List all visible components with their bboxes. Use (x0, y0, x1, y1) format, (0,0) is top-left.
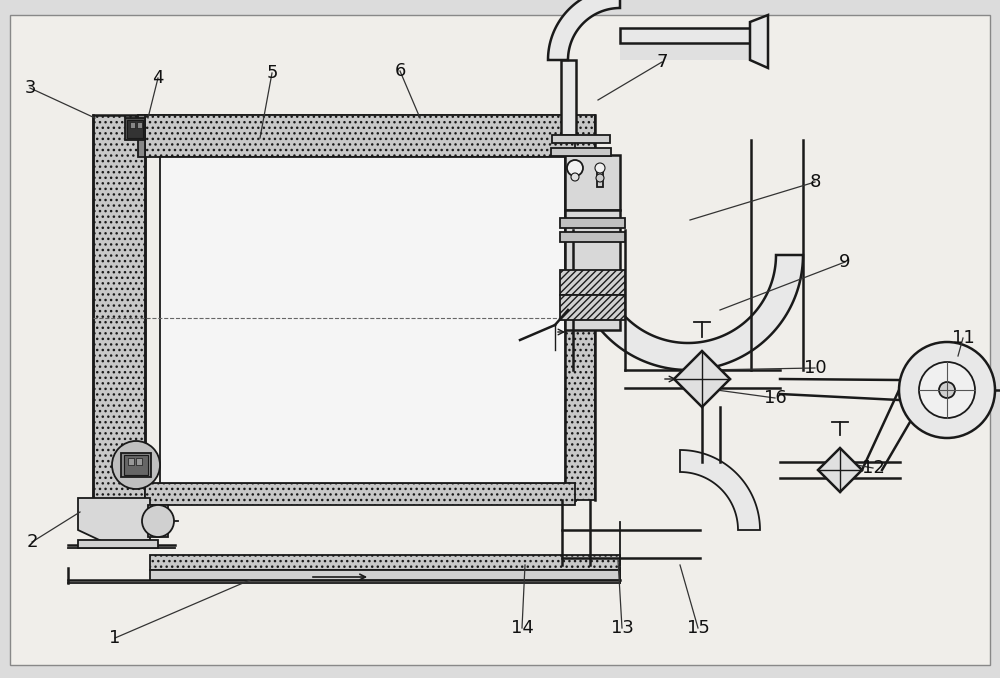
Bar (620, 43, 750, 60)
Bar (138, 115, 145, 157)
Text: 10: 10 (804, 359, 826, 377)
Circle shape (899, 342, 995, 438)
Polygon shape (750, 15, 768, 68)
Bar (565, 210, 620, 330)
Bar (124, 455, 148, 475)
Text: 5: 5 (266, 64, 278, 82)
Polygon shape (674, 351, 730, 407)
Text: 14: 14 (511, 619, 533, 637)
Text: 15: 15 (687, 619, 709, 637)
Bar (145, 115, 575, 157)
Bar (597, 165, 603, 187)
Bar (551, 148, 611, 156)
Bar (148, 505, 168, 537)
Text: 1: 1 (109, 629, 121, 647)
Text: 2: 2 (26, 533, 38, 551)
Text: 13: 13 (611, 619, 633, 637)
Circle shape (919, 362, 975, 418)
Bar (560, 218, 625, 228)
Polygon shape (78, 498, 150, 545)
Bar (560, 232, 625, 242)
Bar (560, 270, 625, 295)
Bar (121, 453, 151, 477)
Bar (160, 157, 565, 483)
Bar (78, 540, 158, 548)
Bar (145, 483, 575, 505)
Bar (137, 122, 142, 128)
Text: 7: 7 (656, 53, 668, 71)
Text: 8: 8 (809, 173, 821, 191)
Bar (150, 555, 620, 570)
Bar (93, 115, 145, 500)
Circle shape (595, 163, 605, 173)
Circle shape (567, 160, 583, 176)
Bar (552, 135, 610, 143)
Polygon shape (818, 448, 862, 492)
Polygon shape (573, 255, 803, 370)
Circle shape (112, 441, 160, 489)
Bar (130, 122, 135, 128)
Polygon shape (548, 0, 620, 60)
Polygon shape (680, 450, 760, 530)
Bar (125, 118, 145, 140)
Bar (150, 570, 620, 580)
Bar (561, 60, 576, 135)
Text: 6: 6 (394, 62, 406, 80)
Text: 16: 16 (764, 389, 786, 407)
Bar (560, 295, 625, 320)
Text: 12: 12 (862, 459, 884, 477)
Bar (620, 28, 750, 43)
Circle shape (596, 174, 604, 182)
Bar (136, 458, 142, 465)
Circle shape (142, 505, 174, 537)
Circle shape (939, 382, 955, 398)
Text: 9: 9 (839, 253, 851, 271)
Bar (128, 458, 134, 465)
Text: 3: 3 (24, 79, 36, 97)
Bar (127, 120, 143, 138)
Bar (565, 155, 620, 210)
Text: 4: 4 (152, 69, 164, 87)
Bar (565, 115, 595, 500)
Text: 11: 11 (952, 329, 974, 347)
Circle shape (571, 173, 579, 181)
